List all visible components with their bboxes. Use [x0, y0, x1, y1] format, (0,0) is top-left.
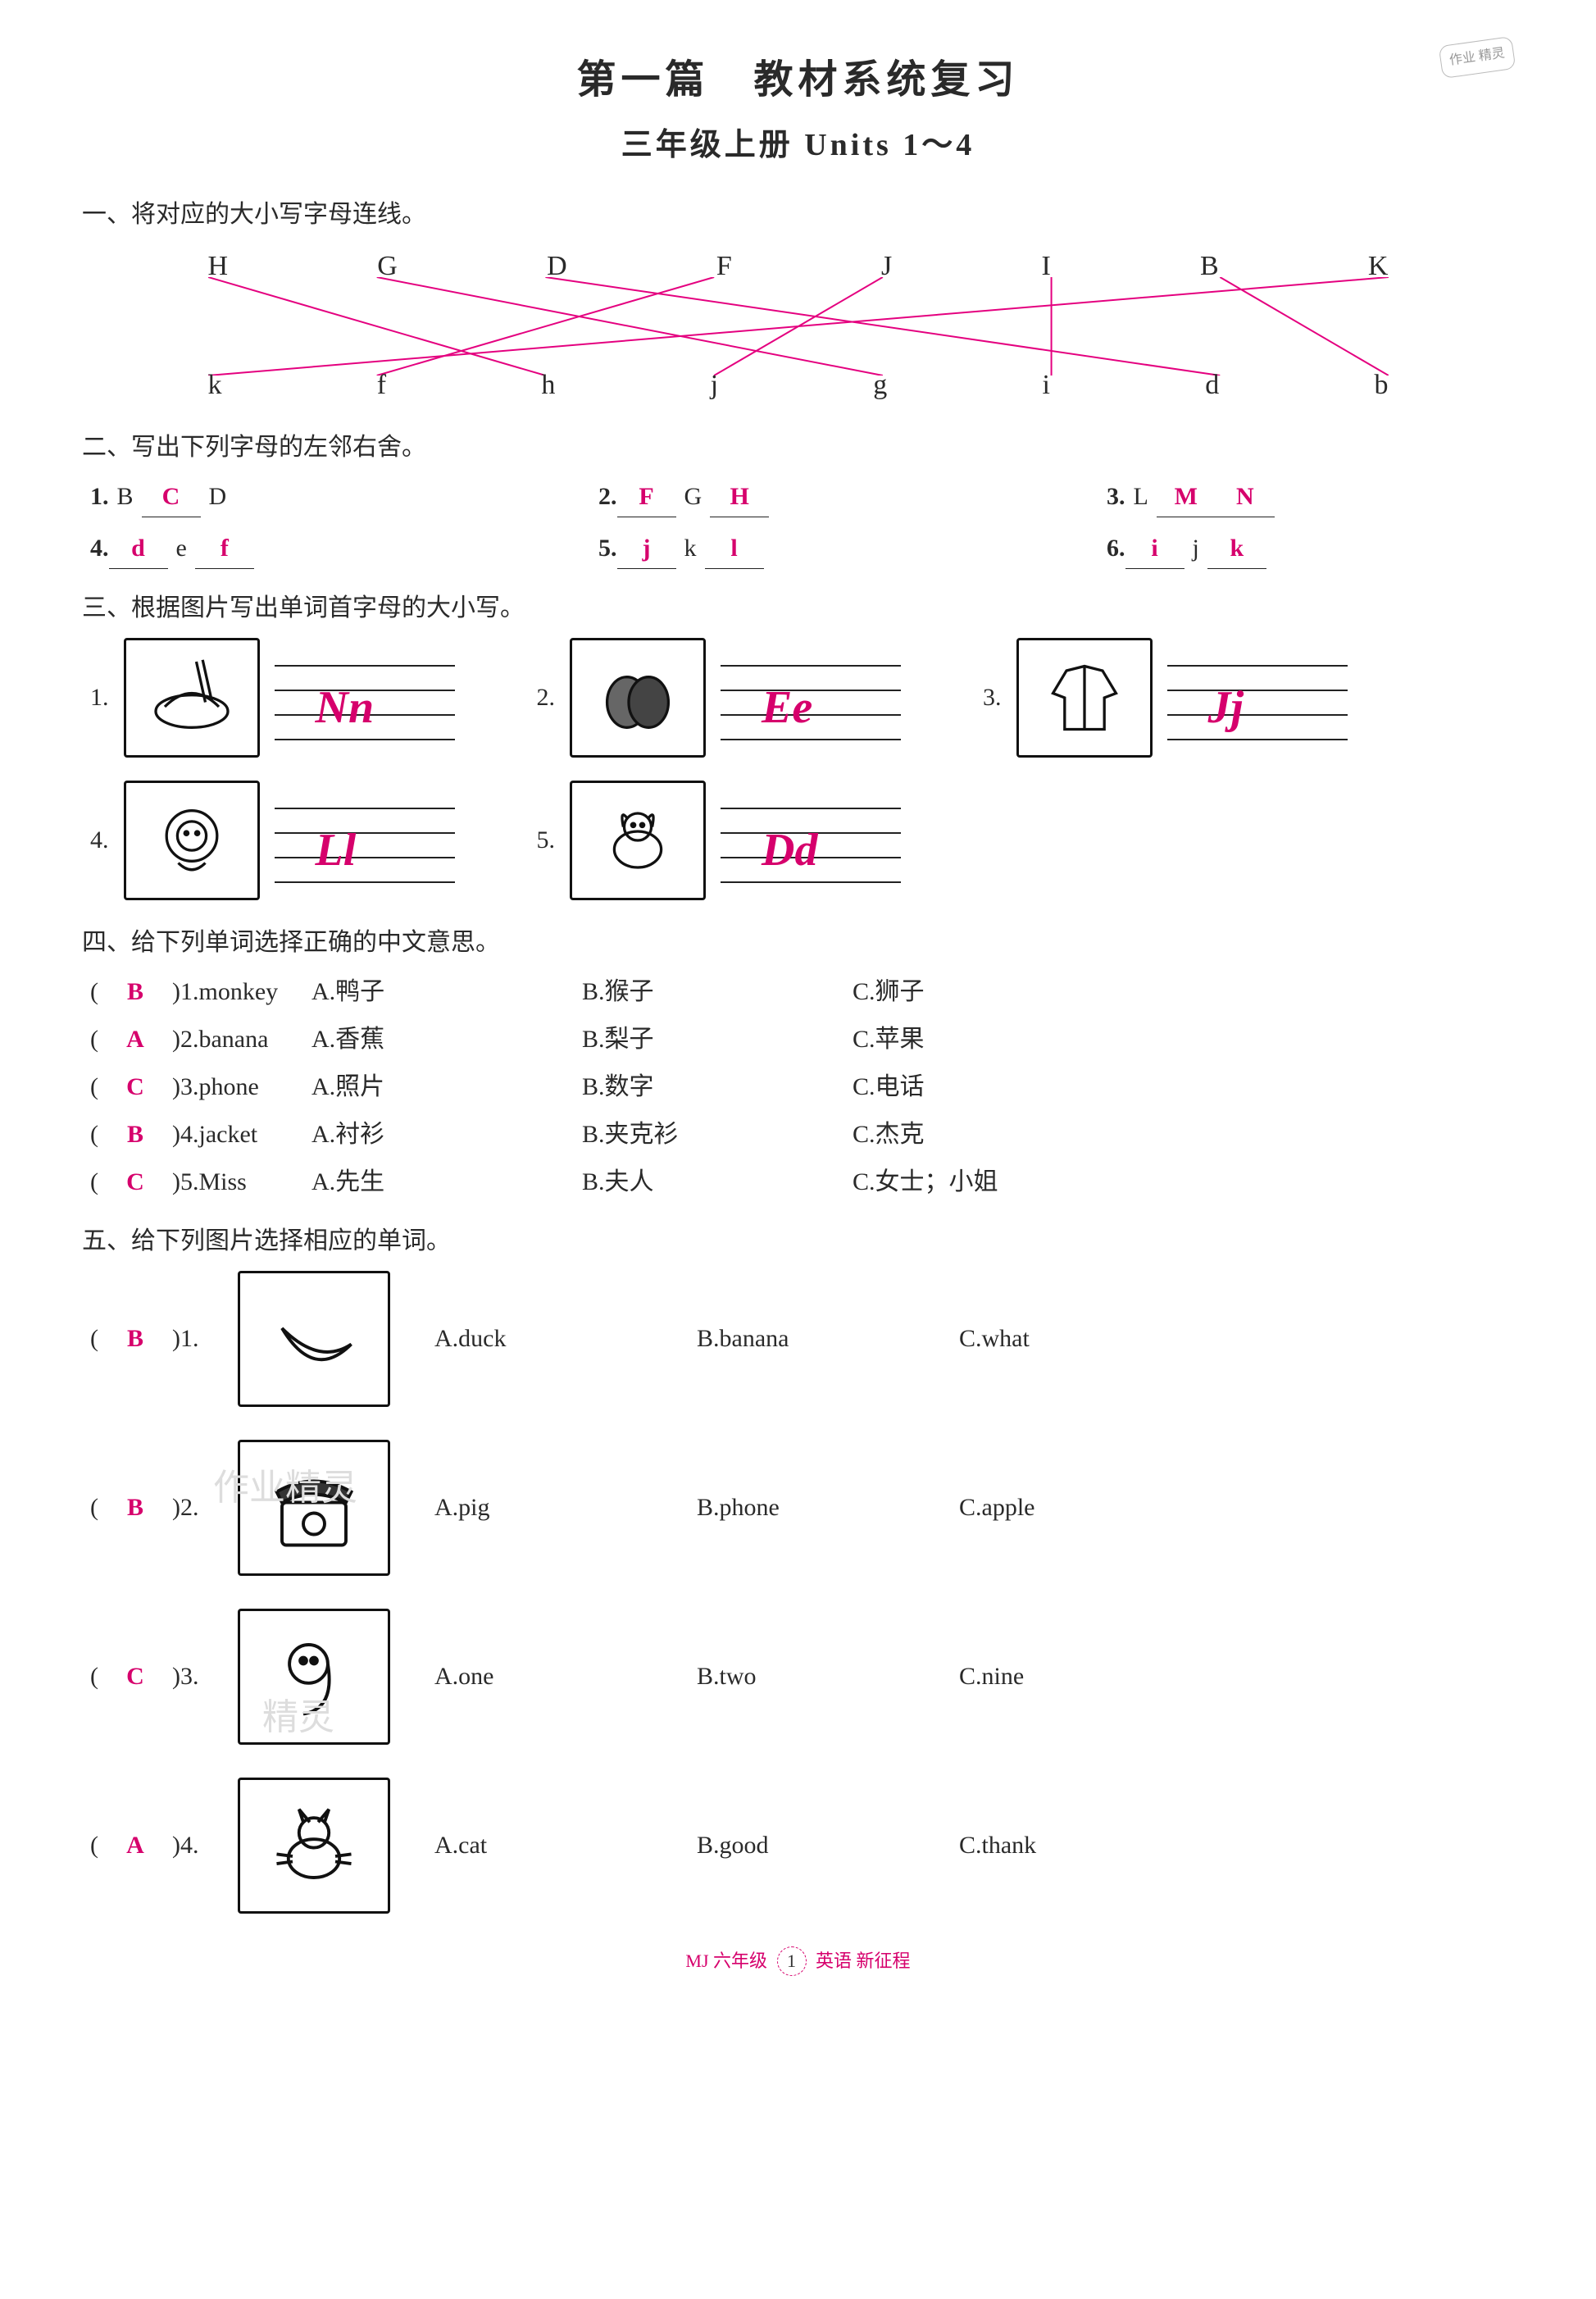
picture-item-noodles: 1. Nn [90, 638, 455, 758]
meaning-row-3: (C)3.phone A.照片B.数字C.电话 [82, 1068, 1514, 1107]
section2-heading: 二、写出下列字母的左邻右舍。 [82, 428, 1514, 467]
meaning-row-4: (B)4.jacket A.衬衫B.夹克衫C.杰克 [82, 1115, 1514, 1154]
neighbor-item-1: 1.BCD [90, 477, 385, 517]
match-lower-d: d [1205, 363, 1219, 407]
writing-lines: Ll [275, 799, 455, 881]
neighbor-item-6: 6.ijk [1107, 529, 1402, 569]
page-title: 第一篇 教材系统复习 [82, 49, 1514, 112]
writing-lines: Nn [275, 657, 455, 739]
picture-word-row-1: (B)1. A.duckB.bananaC.what [82, 1271, 1514, 1407]
section3-heading: 三、根据图片写出单词首字母的大小写。 [82, 589, 1514, 628]
picture-word-row-4: (A)4. A.catB.goodC.thank [82, 1778, 1514, 1914]
match-lower-h: h [541, 363, 555, 407]
noodles-icon [124, 638, 260, 758]
match-lower-g: g [873, 363, 887, 407]
picture-word-row-3: (C)3. A.oneB.twoC.nine [82, 1609, 1514, 1745]
neighbors-exercise: 1.BCD 2.FGH 3.LMN 4.def 5.jkl 6.ijk [82, 477, 1514, 569]
writing-lines: Ee [721, 657, 901, 739]
jacket-icon [1016, 638, 1153, 758]
match-lower-f: f [377, 363, 386, 407]
meaning-row-1: (B)1.monkey A.鸭子B.猴子C.狮子 [82, 972, 1514, 1012]
cat-icon [238, 1778, 390, 1914]
section1-heading: 一、将对应的大小写字母连线。 [82, 195, 1514, 234]
picture-item-jacket: 3. Jj [983, 638, 1348, 758]
eggs-icon [570, 638, 706, 758]
meaning-choice-exercise: (B)1.monkey A.鸭子B.猴子C.狮子 (A)2.banana A.香蕉… [82, 972, 1514, 1202]
footer-left: MJ 六年级 [685, 1951, 767, 1971]
section5-heading: 五、给下列图片选择相应的单词。 [82, 1222, 1514, 1261]
picture-letter-exercise: 1. Nn 2. Ee 3. Jj 4. Ll 5. Dd [82, 638, 1514, 900]
picture-item-eggs: 2. Ee [537, 638, 902, 758]
page-subtitle: 三年级上册 Units 1～4 [82, 121, 1514, 171]
lion-icon [124, 781, 260, 900]
nine-icon [238, 1609, 390, 1745]
match-lower-j: j [711, 363, 718, 407]
picture-item-dog: 5. Dd [537, 781, 902, 900]
phone-icon [238, 1440, 390, 1576]
matching-exercise: HGDFJIBK kfhjgidb [143, 244, 1454, 408]
picture-item-lion: 4. Ll [90, 781, 455, 900]
banana-icon [238, 1271, 390, 1407]
section4-heading: 四、给下列单词选择正确的中文意思。 [82, 923, 1514, 963]
matching-lines [208, 277, 1389, 376]
neighbor-item-2: 2.FGH [598, 477, 893, 517]
picture-word-exercise: (B)1. A.duckB.bananaC.what (B)2. A.pigB.p… [82, 1271, 1514, 1914]
dog-icon [570, 781, 706, 900]
neighbor-item-5: 5.jkl [598, 529, 893, 569]
meaning-row-5: (C)5.Miss A.先生B.夫人C.女士；小姐 [82, 1163, 1514, 1202]
neighbor-item-3: 3.LMN [1107, 477, 1402, 517]
match-lower-b: b [1374, 363, 1388, 407]
picture-word-row-2: (B)2. A.pigB.phoneC.apple [82, 1440, 1514, 1576]
match-lower-i: i [1043, 363, 1050, 407]
match-lower-k: k [208, 363, 222, 407]
footer-page: 1 [777, 1946, 807, 1976]
meaning-row-2: (A)2.banana A.香蕉B.梨子C.苹果 [82, 1020, 1514, 1059]
footer-right: 英语 新征程 [816, 1951, 911, 1971]
neighbor-item-4: 4.def [90, 529, 385, 569]
writing-lines: Jj [1167, 657, 1348, 739]
page-footer: MJ 六年级 1 英语 新征程 [82, 1946, 1514, 1976]
writing-lines: Dd [721, 799, 901, 881]
